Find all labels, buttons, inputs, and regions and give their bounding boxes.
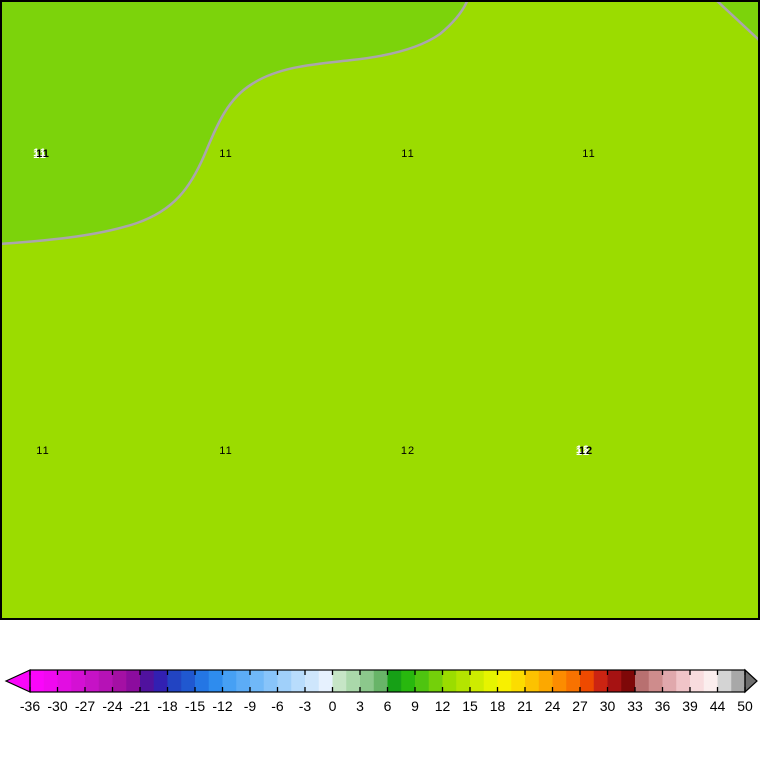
colorbar-cell	[717, 670, 732, 692]
colorbar-cell	[291, 670, 306, 692]
colorbar-cell	[263, 670, 278, 692]
colorbar-tick-label: 0	[329, 698, 337, 714]
colorbar-cell	[305, 670, 320, 692]
colorbar-cell	[731, 670, 746, 692]
colorbar: -36 -30 -27 -24 -21 -18 -15 -12 -9 -6 -3 0 3 6 9 12 15 18…	[0, 664, 760, 722]
colorbar-tick-label: 36	[655, 698, 671, 714]
grid-value-label: 11	[219, 148, 233, 160]
colorbar-cell	[703, 670, 718, 692]
colorbar-cell	[112, 670, 127, 692]
grid-value-label: 11	[219, 445, 233, 457]
grid-value-label: 12	[400, 445, 416, 457]
colorbar-cell	[483, 670, 498, 692]
contour-map: 11 11 11 11 11 11 12 12	[0, 0, 760, 620]
colorbar-cell	[621, 670, 636, 692]
colorbar-tick-label: 3	[356, 698, 364, 714]
colorbar-tick-label: 27	[572, 698, 588, 714]
colorbar-tick-label: 12	[435, 698, 451, 714]
colorbar-tick-label: 30	[600, 698, 616, 714]
colorbar-tick-label: -18	[157, 698, 177, 714]
colorbar-tick-label: -21	[130, 698, 150, 714]
colorbar-cell	[442, 670, 457, 692]
upper-left-fill-region	[2, 2, 467, 244]
colorbar-cell	[98, 670, 113, 692]
colorbar-cell	[538, 670, 553, 692]
colorbar-tick-label: -6	[271, 698, 284, 714]
colorbar-cell	[401, 670, 416, 692]
colorbar-cell	[607, 670, 622, 692]
colorbar-tick-label: -27	[75, 698, 95, 714]
colorbar-tick-label: 50	[737, 698, 753, 714]
colorbar-cell	[57, 670, 72, 692]
colorbar-cell	[373, 670, 388, 692]
colorbar-cell	[497, 670, 512, 692]
colorbar-cell	[318, 670, 333, 692]
colorbar-cell	[236, 670, 251, 692]
colorbar-tick-label: 18	[490, 698, 506, 714]
colorbar-tick-label: -30	[47, 698, 67, 714]
colorbar-tick-label: 21	[517, 698, 533, 714]
colorbar-cell	[387, 670, 402, 692]
grid-value-label: 11	[36, 148, 50, 160]
corner-fill-region	[718, 2, 758, 40]
colorbar-left-arrow	[4, 669, 31, 693]
colorbar-cell	[635, 670, 650, 692]
colorbar-cell	[428, 670, 443, 692]
colorbar-cell	[346, 670, 361, 692]
colorbar-cell	[525, 670, 540, 692]
colorbar-cell	[593, 670, 608, 692]
colorbar-cell	[676, 670, 691, 692]
colorbar-cell	[580, 670, 595, 692]
grid-value-label: 11	[36, 445, 50, 457]
colorbar-tick-label: 9	[411, 698, 419, 714]
colorbar-cell	[511, 670, 526, 692]
colorbar-cell	[140, 670, 155, 692]
colorbar-cell	[332, 670, 347, 692]
colorbar-cell	[43, 670, 58, 692]
colorbar-cell	[415, 670, 430, 692]
colorbar-cell	[360, 670, 375, 692]
colorbar-tick-label: -12	[212, 698, 232, 714]
contour-map-canvas	[2, 2, 758, 618]
grid-value-label: 11	[401, 148, 415, 160]
colorbar-tick-label: 24	[545, 698, 561, 714]
colorbar-cell	[126, 670, 141, 692]
contour-line-corner	[716, 2, 758, 41]
colorbar-tick-label: 44	[710, 698, 726, 714]
colorbar-cell	[662, 670, 677, 692]
colorbar-cell	[85, 670, 100, 692]
colorbar-tick-label: -3	[299, 698, 312, 714]
colorbar-tick-label: -15	[185, 698, 205, 714]
grid-value-label: 12	[578, 445, 594, 457]
colorbar-cell	[153, 670, 168, 692]
colorbar-tick-label: 33	[627, 698, 643, 714]
grid-value-label: 11	[582, 148, 596, 160]
colorbar-cell	[195, 670, 210, 692]
colorbar-right-arrow	[744, 668, 758, 694]
colorbar-cell	[208, 670, 223, 692]
colorbar-tick-label: 6	[384, 698, 392, 714]
colorbar-cell	[690, 670, 705, 692]
colorbar-cell	[30, 670, 45, 692]
colorbar-cell	[250, 670, 265, 692]
colorbar-cell	[167, 670, 182, 692]
contour-line-main	[2, 2, 469, 246]
colorbar-tick-label: -24	[102, 698, 122, 714]
colorbar-cell	[222, 670, 237, 692]
colorbar-cell	[181, 670, 196, 692]
colorbar-cell	[552, 670, 567, 692]
colorbar-cell	[470, 670, 485, 692]
colorbar-cell	[71, 670, 86, 692]
colorbar-tick-label: -36	[20, 698, 40, 714]
colorbar-cell	[566, 670, 581, 692]
colorbar-tick-label: 39	[682, 698, 698, 714]
colorbar-canvas: -36 -30 -27 -24 -21 -18 -15 -12 -9 -6 -3 0 3 6 9 12 15 18…	[4, 668, 758, 714]
colorbar-tick-label: -9	[244, 698, 257, 714]
colorbar-cell	[648, 670, 663, 692]
colorbar-tick-label: 15	[462, 698, 478, 714]
colorbar-cell	[456, 670, 471, 692]
colorbar-cell	[277, 670, 292, 692]
